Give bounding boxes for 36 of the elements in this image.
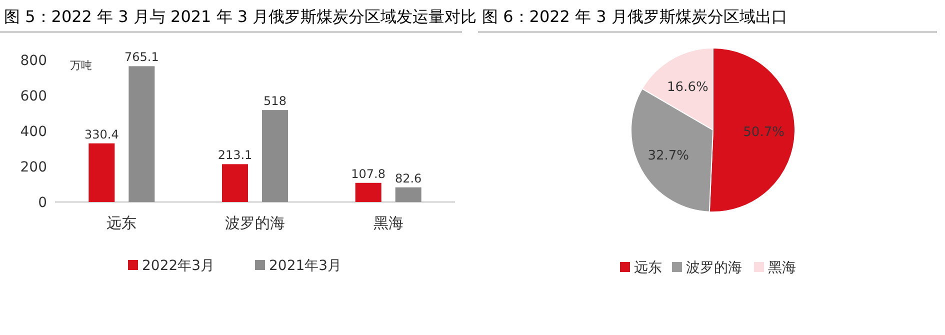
chart-title: 图 6：2022 年 3 月俄罗斯煤炭分区域出口 <box>482 7 788 26</box>
bar <box>88 143 115 202</box>
bar <box>222 164 248 202</box>
legend-label: 黑海 <box>768 260 796 276</box>
data-label: 765.1 <box>124 50 159 64</box>
bar <box>128 66 155 202</box>
data-label: 330.4 <box>84 127 119 142</box>
chart-title: 图 5：2022 年 3 月与 2021 年 3 月俄罗斯煤炭分区域发运量对比 <box>4 7 477 26</box>
bar <box>355 182 382 202</box>
y-axis-title: 万吨 <box>70 59 92 72</box>
legend-label: 远东 <box>634 260 662 276</box>
x-tick-label: 波罗的海 <box>225 214 285 232</box>
legend-label: 2022年3月 <box>142 258 215 274</box>
data-label: 82.6 <box>394 171 422 186</box>
bar <box>262 110 288 202</box>
y-tick-label: 0 <box>38 195 47 211</box>
bar <box>395 187 422 202</box>
x-tick-label: 黑海 <box>373 214 404 232</box>
y-tick-label: 600 <box>20 88 47 104</box>
legend-label: 2021年3月 <box>269 258 342 274</box>
y-tick-label: 400 <box>20 124 47 140</box>
legend-item: 2022年3月 <box>128 258 215 274</box>
data-label: 518 <box>264 94 286 108</box>
data-label: 50.7% <box>743 125 784 140</box>
legend-label: 波罗的海 <box>686 260 742 276</box>
y-tick-label: 200 <box>20 160 47 176</box>
legend-item: 2021年3月 <box>255 258 342 274</box>
legend-item: 远东 <box>620 260 662 276</box>
data-label: 213.1 <box>218 148 252 162</box>
legend-item: 黑海 <box>754 260 796 276</box>
y-tick-label: 800 <box>20 53 47 69</box>
data-label: 107.8 <box>351 166 386 181</box>
data-label: 32.7% <box>648 148 690 164</box>
legend-item: 波罗的海 <box>672 260 742 276</box>
x-tick-label: 远东 <box>106 214 137 232</box>
data-label: 16.6% <box>667 80 708 95</box>
